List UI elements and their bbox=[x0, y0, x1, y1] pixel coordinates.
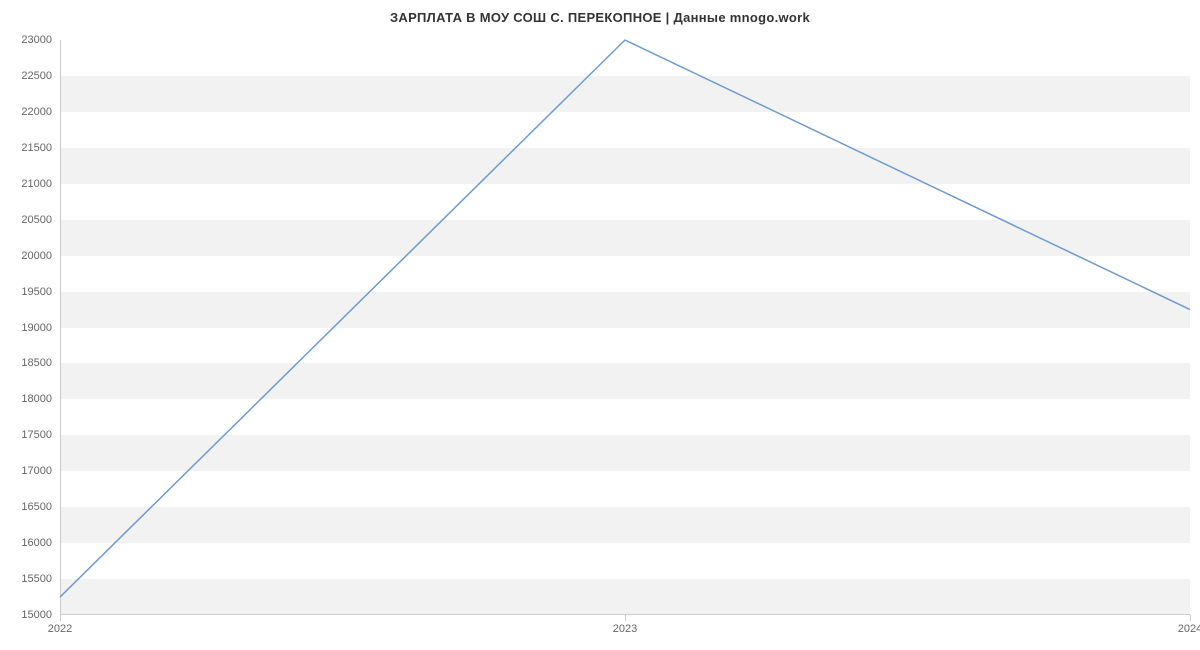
y-tick-label: 17000 bbox=[21, 465, 60, 477]
y-tick-label: 20500 bbox=[21, 214, 60, 226]
y-tick-label: 17500 bbox=[21, 429, 60, 441]
chart-title: ЗАРПЛАТА В МОУ СОШ С. ПЕРЕКОПНОЕ | Данны… bbox=[0, 0, 1200, 35]
y-tick-label: 22000 bbox=[21, 106, 60, 118]
y-tick-label: 21500 bbox=[21, 142, 60, 154]
salary-chart: ЗАРПЛАТА В МОУ СОШ С. ПЕРЕКОПНОЕ | Данны… bbox=[0, 0, 1200, 650]
x-tick-label: 2024 bbox=[1178, 615, 1200, 635]
y-tick-label: 22500 bbox=[21, 70, 60, 82]
x-tick-mark bbox=[625, 615, 626, 621]
x-tick-mark bbox=[60, 615, 61, 621]
y-tick-label: 21000 bbox=[21, 178, 60, 190]
y-tick-label: 16000 bbox=[21, 537, 60, 549]
line-series bbox=[60, 40, 1190, 615]
plot-area: 1500015500160001650017000175001800018500… bbox=[60, 40, 1190, 615]
y-tick-label: 20000 bbox=[21, 250, 60, 262]
y-tick-label: 18000 bbox=[21, 393, 60, 405]
y-tick-label: 16500 bbox=[21, 501, 60, 513]
y-tick-label: 19000 bbox=[21, 322, 60, 334]
y-tick-label: 19500 bbox=[21, 286, 60, 298]
x-tick-mark bbox=[1190, 615, 1191, 621]
y-tick-label: 15500 bbox=[21, 573, 60, 585]
y-tick-label: 18500 bbox=[21, 357, 60, 369]
y-tick-label: 23000 bbox=[21, 34, 60, 46]
salary-line bbox=[60, 40, 1190, 597]
